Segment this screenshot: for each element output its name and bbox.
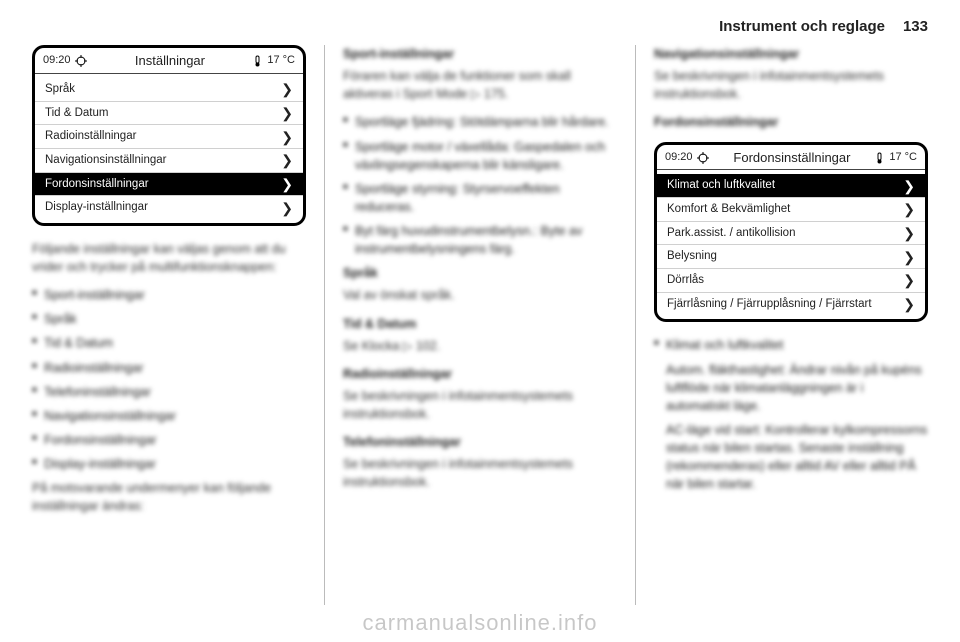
device-temp: 17 °C: [267, 53, 295, 69]
sport-heading: Sport-inställningar: [343, 45, 617, 63]
menu-row-label: Belysning: [667, 248, 717, 265]
menu-row-parkassist[interactable]: Park.assist. / antikollision ❯: [657, 222, 925, 246]
sport-bullet-list: Sportläge fjädring: Stötdämparna blir hå…: [343, 113, 617, 258]
klimat-bullet: Klimat och luftkvalitet: [654, 336, 928, 354]
menu-row-label: Komfort & Bekvämlighet: [667, 201, 790, 218]
list-item: Fordonsinställningar: [32, 431, 306, 449]
list-item: Klimat och luftkvalitet: [654, 336, 928, 354]
list-item: Tid & Datum: [32, 334, 306, 352]
menu-row-radio[interactable]: Radioinställningar ❯: [35, 125, 303, 149]
device-status-bar: 09:20 Inställningar 17 °C: [35, 48, 303, 74]
device-time: 09:20: [43, 53, 71, 69]
device-menu-list: Klimat och luftkvalitet ❯ Komfort & Bekv…: [657, 170, 925, 319]
chevron-right-icon: ❯: [903, 179, 915, 193]
chevron-right-icon: ❯: [281, 130, 293, 144]
menu-row-label: Tid & Datum: [45, 105, 108, 122]
watermark: carmanualsonline.info: [0, 610, 960, 636]
menu-row-label: Park.assist. / antikollision: [667, 225, 795, 242]
menu-row-label: Fjärrlåsning / Fjärrupplåsning / Fjärrst…: [667, 296, 872, 313]
chevron-right-icon: ❯: [903, 250, 915, 264]
list-item: Display-inställningar: [32, 455, 306, 473]
content-columns: 09:20 Inställningar 17 °C: [32, 45, 928, 605]
sprak-body: Val av önskat språk.: [343, 286, 617, 304]
device-screenshot-fordon: 09:20 Fordonsinställningar 17 °C: [654, 142, 928, 323]
header-page-number: 133: [903, 18, 928, 35]
menu-row-label: Dörrlås: [667, 272, 704, 289]
device-screenshot-settings: 09:20 Inställningar 17 °C: [32, 45, 306, 226]
radio-heading: Radioinställningar: [343, 365, 617, 383]
menu-row-fjarr[interactable]: Fjärrlåsning / Fjärrupplåsning / Fjärrst…: [657, 293, 925, 316]
nav-body: Se beskrivningen i infotainmentsystemets…: [654, 67, 928, 103]
klimat-body-2: AC-läge vid start: Kontrollerar kylkompr…: [666, 421, 928, 494]
menu-row-klimat[interactable]: Klimat och luftkvalitet ❯: [657, 174, 925, 198]
list-item: Telefoninställningar: [32, 383, 306, 401]
list-item: Sportläge styrning: Styrservoeffekten re…: [343, 180, 617, 216]
column-3: Navigationsinställningar Se beskrivninge…: [654, 45, 928, 605]
temp-icon: [875, 152, 885, 164]
menu-row-label: Navigationsinställningar: [45, 152, 166, 169]
list-item: Radioinställningar: [32, 359, 306, 377]
temp-icon: [253, 55, 263, 67]
tel-heading: Telefoninställningar: [343, 433, 617, 451]
list-item: Sportläge fjädring: Stötdämparna blir hå…: [343, 113, 617, 131]
menu-row-label: Fordonsinställningar: [45, 176, 149, 193]
chevron-right-icon: ❯: [281, 82, 293, 96]
column-2: Sport-inställningar Föraren kan välja de…: [343, 45, 617, 605]
chevron-right-icon: ❯: [903, 226, 915, 240]
chevron-right-icon: ❯: [281, 153, 293, 167]
device-title: Fordonsinställningar: [733, 149, 850, 168]
column-divider: [635, 45, 636, 605]
menu-row-fordon[interactable]: Fordonsinställningar ❯: [35, 173, 303, 197]
chevron-right-icon: ❯: [281, 106, 293, 120]
menu-row-display[interactable]: Display-inställningar ❯: [35, 196, 303, 219]
list-item: Byt färg huvudinstrumentbelysn.: Byte av…: [343, 222, 617, 258]
menu-row-belysning[interactable]: Belysning ❯: [657, 245, 925, 269]
tid-body: Se Klocka ▷ 102.: [343, 337, 617, 355]
list-item: Navigationsinställningar: [32, 407, 306, 425]
sport-intro: Föraren kan välja de funktioner som skal…: [343, 67, 617, 103]
menu-row-tid-datum[interactable]: Tid & Datum ❯: [35, 102, 303, 126]
chevron-right-icon: ❯: [903, 297, 915, 311]
list-item: Språk: [32, 310, 306, 328]
menu-row-label: Språk: [45, 81, 75, 98]
tel-body: Se beskrivningen i infotainmentsystemets…: [343, 455, 617, 491]
col1-outro: På motsvarande undermenyer kan följande …: [32, 479, 306, 515]
header-title: Instrument och reglage: [719, 18, 885, 35]
column-divider: [324, 45, 325, 605]
menu-row-navigation[interactable]: Navigationsinställningar ❯: [35, 149, 303, 173]
col1-bullet-list: Sport-inställningar Språk Tid & Datum Ra…: [32, 286, 306, 473]
menu-row-label: Radioinställningar: [45, 128, 136, 145]
fordon-heading: Fordonsinställningar: [654, 113, 928, 131]
device-temp: 17 °C: [889, 150, 917, 166]
col1-intro: Följande inställningar kan väljas genom …: [32, 240, 306, 276]
device-menu-list: Språk ❯ Tid & Datum ❯ Radioinställningar…: [35, 74, 303, 223]
page-header: Instrument och reglage 133: [32, 18, 928, 35]
satellite-icon: [697, 152, 709, 164]
chevron-right-icon: ❯: [281, 177, 293, 191]
nav-heading: Navigationsinställningar: [654, 45, 928, 63]
chevron-right-icon: ❯: [281, 201, 293, 215]
list-item: Sport-inställningar: [32, 286, 306, 304]
menu-row-label: Display-inställningar: [45, 199, 148, 216]
device-title: Inställningar: [135, 52, 205, 71]
tid-heading: Tid & Datum: [343, 315, 617, 333]
list-item: Sportläge motor / växellåda: Gaspedalen …: [343, 138, 617, 174]
radio-body: Se beskrivningen i infotainmentsystemets…: [343, 387, 617, 423]
device-time: 09:20: [665, 150, 693, 166]
menu-row-sprak[interactable]: Språk ❯: [35, 78, 303, 102]
menu-row-label: Klimat och luftkvalitet: [667, 177, 775, 194]
menu-row-komfort[interactable]: Komfort & Bekvämlighet ❯: [657, 198, 925, 222]
sprak-heading: Språk: [343, 264, 617, 282]
menu-row-dorrlas[interactable]: Dörrlås ❯: [657, 269, 925, 293]
device-status-bar: 09:20 Fordonsinställningar 17 °C: [657, 145, 925, 171]
chevron-right-icon: ❯: [903, 273, 915, 287]
satellite-icon: [75, 55, 87, 67]
chevron-right-icon: ❯: [903, 202, 915, 216]
column-1: 09:20 Inställningar 17 °C: [32, 45, 306, 605]
klimat-body-1: Autom. fläkthastighet: Ändrar nivån på k…: [666, 361, 928, 415]
